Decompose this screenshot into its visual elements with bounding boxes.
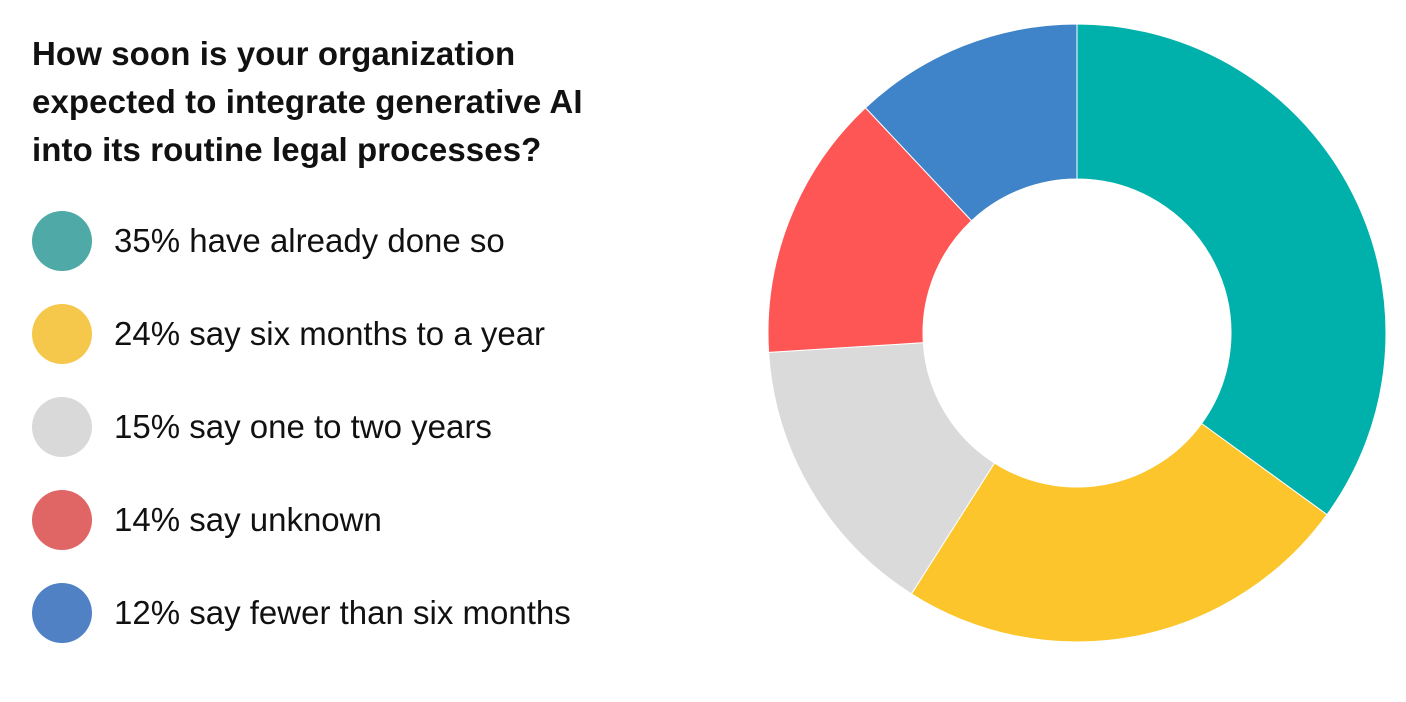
legend-label-unknown: 14% say unknown — [114, 501, 382, 538]
chart-title-line-1: How soon is your organization — [32, 35, 516, 72]
legend-item-unknown: 14% say unknown — [32, 490, 571, 550]
legend-item-one-to-two-years: 15% say one to two years — [32, 397, 571, 457]
donut-slice-already-done — [1076, 23, 1387, 516]
legend-item-six-months-to-year: 24% say six months to a year — [32, 304, 571, 364]
legend-swatch-one-to-two-years — [32, 397, 92, 457]
donut-slice-unknown — [767, 107, 973, 353]
legend-swatch-unknown — [32, 490, 92, 550]
donut-slice-six-months-to-year — [910, 422, 1328, 643]
legend-label-six-months-to-year: 24% say six months to a year — [114, 315, 546, 352]
chart-title-line-3: into its routine legal processes? — [32, 131, 542, 168]
legend-label-one-to-two-years: 15% say one to two years — [114, 408, 492, 445]
legend-swatch-six-months-to-year — [32, 304, 92, 364]
legend-label-already-done: 35% have already done so — [114, 222, 505, 259]
chart-title: How soon is your organization expected t… — [32, 30, 712, 174]
chart-legend: 35% have already done so 24% say six mon… — [32, 211, 571, 676]
donut-slice-fewer-than-six-months — [864, 23, 1078, 222]
legend-item-fewer-than-six-months: 12% say fewer than six months — [32, 583, 571, 643]
legend-swatch-already-done — [32, 211, 92, 271]
donut-slice-one-to-two-years — [768, 342, 996, 595]
legend-item-already-done: 35% have already done so — [32, 211, 571, 271]
chart-title-line-2: expected to integrate generative AI — [32, 83, 583, 120]
legend-label-fewer-than-six-months: 12% say fewer than six months — [114, 594, 571, 631]
legend-swatch-fewer-than-six-months — [32, 583, 92, 643]
